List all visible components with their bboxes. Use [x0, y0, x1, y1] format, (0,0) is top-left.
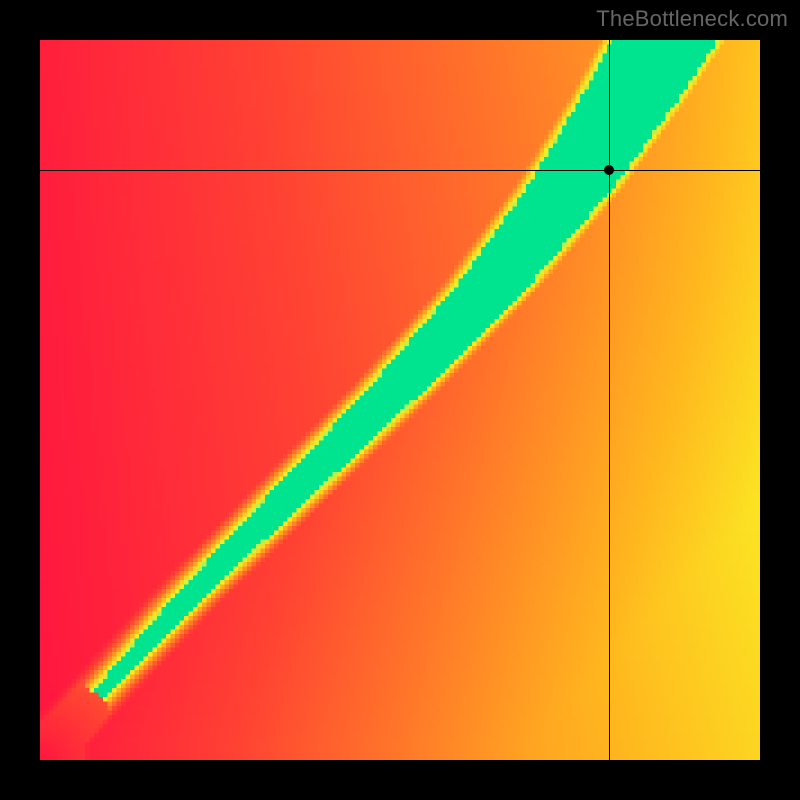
plot-area — [40, 40, 760, 760]
watermark-text: TheBottleneck.com — [596, 6, 788, 32]
heatmap-canvas — [40, 40, 760, 760]
crosshair-horizontal — [40, 170, 760, 171]
crosshair-vertical — [609, 40, 610, 760]
marker-dot — [604, 165, 614, 175]
chart-container: TheBottleneck.com — [0, 0, 800, 800]
